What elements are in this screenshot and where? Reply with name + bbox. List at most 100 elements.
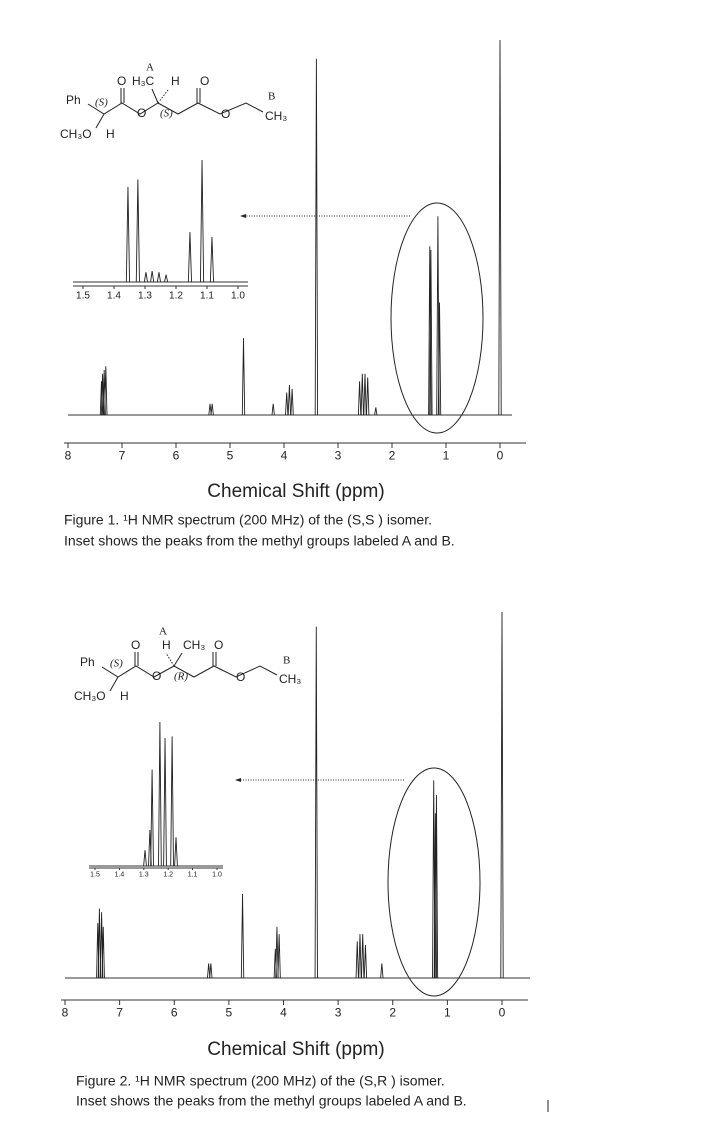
peak <box>285 392 289 416</box>
x-tick-label: 1.3 <box>139 872 149 879</box>
peak <box>209 236 215 283</box>
peak <box>277 934 281 979</box>
peak <box>363 373 367 416</box>
atom: CH₃ <box>183 638 205 652</box>
peak <box>209 963 213 979</box>
x-tick-label: 0 <box>499 1006 506 1020</box>
peak <box>360 373 364 416</box>
peak <box>104 366 108 416</box>
x-tick-label: 4 <box>281 449 288 463</box>
x-tick-label: 1.5 <box>76 291 90 302</box>
x-tick-label: 1.1 <box>200 291 214 302</box>
x-tick-label: 5 <box>226 1006 233 1020</box>
atom: O <box>131 638 140 652</box>
peak <box>357 381 362 416</box>
peak <box>187 231 192 283</box>
x-tick-label: 1.5 <box>90 872 100 879</box>
peak <box>314 626 318 979</box>
atom: H <box>106 127 115 141</box>
molecule: A O H CH₃ O Ph (S) B O (R) O CH₃ CH₃O H <box>74 626 301 704</box>
peak <box>101 926 105 979</box>
label-b: B <box>268 91 275 103</box>
atom: CH₃O <box>60 127 92 141</box>
peak <box>361 934 365 979</box>
highlight-ellipse <box>387 767 481 997</box>
x-tick-label: 6 <box>171 1006 178 1020</box>
atom: CH₃ <box>265 109 287 123</box>
peak <box>170 736 174 867</box>
atom: O <box>117 74 126 88</box>
axis-title: Chemical Shift (ppm) <box>207 481 384 502</box>
stereo: (R) <box>174 671 188 683</box>
peak <box>207 963 211 979</box>
stereo: (S) <box>160 108 173 120</box>
peak <box>156 272 161 283</box>
atom: Ph <box>80 655 95 669</box>
bond <box>109 676 119 692</box>
bond <box>157 89 169 104</box>
peak <box>434 794 439 979</box>
highlight-ellipse <box>390 202 484 434</box>
label-b: B <box>283 655 290 667</box>
peak <box>150 769 154 867</box>
peak <box>374 407 378 416</box>
caption: Inset shows the peaks from the methyl gr… <box>76 1093 467 1109</box>
atom: O <box>137 106 146 120</box>
atom: H <box>162 638 171 652</box>
peak <box>163 737 167 867</box>
stereo: (S) <box>110 658 123 670</box>
caption: Figure 2. ¹H NMR spectrum (200 MHz) of t… <box>76 1073 445 1089</box>
peak <box>271 403 275 416</box>
peak <box>275 926 279 979</box>
bond <box>165 652 175 667</box>
x-tick-label: 1 <box>443 449 450 463</box>
x-tick-label: 2 <box>389 449 396 463</box>
peak <box>290 388 294 416</box>
x-tick-label: 1.1 <box>188 872 198 879</box>
atom: CH₃ <box>279 672 301 686</box>
x-tick-label: 3 <box>335 449 342 463</box>
peak <box>429 249 433 416</box>
bond <box>173 652 183 667</box>
peak <box>143 272 148 283</box>
peak <box>314 58 319 416</box>
x-tick-label: 6 <box>173 449 180 463</box>
peak <box>433 813 438 979</box>
x-tick-label: 1.0 <box>212 872 222 879</box>
bond <box>151 88 159 104</box>
x-tick-label: 1 <box>444 1006 451 1020</box>
pointer-head <box>240 214 246 218</box>
atom: Ph <box>66 93 81 107</box>
peak <box>366 377 370 416</box>
peak <box>174 837 178 867</box>
peak <box>241 338 246 416</box>
peak <box>199 159 205 283</box>
x-tick-label: 7 <box>119 449 126 463</box>
x-tick-label: 1.0 <box>231 291 245 302</box>
peak <box>358 934 362 979</box>
bond <box>101 665 278 678</box>
molecule: A O H₃C H O Ph (S) B O (S) O CH₃ CH₃O H <box>60 62 287 142</box>
axis-title: Chemical Shift (ppm) <box>207 1039 384 1060</box>
label-a: A <box>146 62 154 74</box>
bond <box>95 113 105 129</box>
peak <box>240 893 245 979</box>
label-a: A <box>159 626 167 638</box>
stereo: (S) <box>95 97 108 109</box>
atom: O <box>200 74 209 88</box>
peak <box>164 274 169 283</box>
x-tick-label: 1.2 <box>169 291 183 302</box>
peak <box>287 384 292 416</box>
atom: H <box>171 74 180 88</box>
caption: Figure 1. ¹H NMR spectrum (200 MHz) of t… <box>64 512 432 528</box>
x-tick-label: 3 <box>335 1006 342 1020</box>
x-tick-label: 7 <box>116 1006 123 1020</box>
peak <box>210 403 214 416</box>
peak <box>437 302 442 416</box>
peak <box>158 721 162 867</box>
x-tick-label: 0 <box>497 449 504 463</box>
peak <box>498 39 502 416</box>
peak <box>428 246 432 416</box>
peak <box>143 850 147 867</box>
